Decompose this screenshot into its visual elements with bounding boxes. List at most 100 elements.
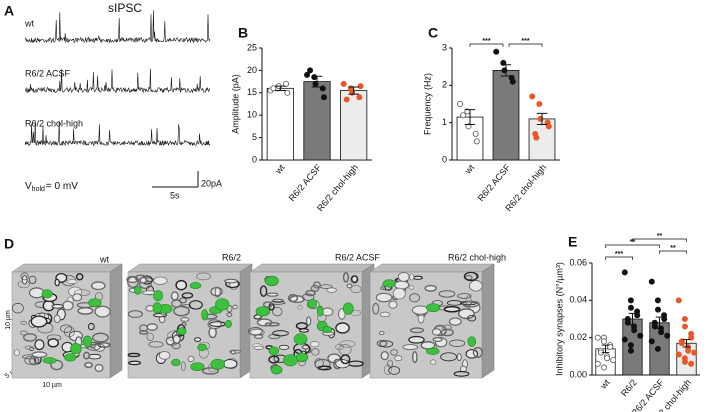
texture	[268, 333, 281, 340]
error-bar	[348, 86, 359, 95]
texture	[375, 292, 393, 303]
data-point	[509, 78, 516, 85]
texture	[146, 332, 154, 341]
synapse	[316, 305, 324, 317]
synapse	[342, 302, 354, 315]
texture	[148, 341, 164, 348]
data-point	[320, 94, 327, 101]
data-point	[460, 112, 467, 119]
texture	[310, 284, 320, 292]
row-label: R6/2 chol-high	[25, 118, 83, 128]
texture	[62, 300, 74, 311]
texture	[440, 328, 454, 337]
texture	[372, 302, 380, 315]
volume-side	[109, 263, 123, 379]
texture	[412, 351, 418, 364]
texture	[266, 292, 279, 297]
data-point	[634, 312, 641, 319]
texture	[253, 345, 265, 350]
texture	[317, 365, 332, 371]
texture	[20, 320, 27, 325]
y-tick-label: 5	[252, 132, 257, 142]
holding-potential: Vhold= 0 mV	[25, 181, 78, 193]
texture	[430, 359, 437, 365]
synapse	[153, 290, 164, 302]
texture	[90, 281, 106, 291]
texture	[247, 326, 263, 336]
y-tick-label: 1	[442, 117, 447, 127]
texture	[287, 294, 299, 303]
row-label: wt	[24, 18, 34, 28]
texture	[188, 300, 203, 310]
texture	[457, 293, 472, 299]
data-point	[356, 94, 363, 101]
error-bar	[536, 112, 548, 126]
texture	[305, 289, 316, 297]
axis-label: 10 µm	[42, 382, 62, 389]
texture	[24, 355, 37, 365]
x-tick-label: wt	[462, 162, 476, 176]
synapse	[215, 298, 230, 311]
texture	[467, 314, 477, 322]
texture	[272, 298, 284, 303]
y-tick-label: 0	[442, 154, 447, 164]
data-point	[472, 130, 479, 137]
synapse	[426, 303, 441, 313]
texture	[24, 345, 34, 350]
texture	[472, 346, 483, 359]
texture	[72, 293, 83, 302]
significance-bracket	[605, 244, 660, 248]
texture	[13, 349, 20, 356]
texture	[196, 272, 211, 281]
synapse	[41, 289, 53, 299]
texture	[424, 284, 437, 292]
texture	[66, 279, 78, 284]
data-point	[654, 345, 661, 352]
texture	[299, 328, 310, 333]
data-point	[340, 80, 347, 87]
texture	[179, 297, 187, 304]
y-tick-label: 10	[247, 110, 257, 120]
texture	[394, 355, 403, 362]
texture	[440, 352, 458, 362]
texture	[379, 311, 391, 318]
texture	[60, 324, 73, 333]
data-point	[682, 323, 689, 330]
synapse	[293, 333, 308, 345]
texture	[87, 322, 95, 331]
texture	[224, 278, 238, 284]
texture	[187, 355, 195, 363]
data-point	[500, 59, 507, 66]
y-axis-label: Frequency (Hz)	[422, 73, 432, 135]
data-point	[648, 278, 655, 285]
significance-bracket	[605, 256, 633, 260]
data-point	[536, 101, 543, 108]
texture	[158, 351, 171, 360]
bar	[340, 90, 368, 161]
y-tick-label: 0.02	[569, 332, 587, 342]
texture	[264, 322, 280, 327]
synapse	[426, 347, 440, 355]
texture	[411, 305, 429, 315]
texture	[342, 272, 350, 283]
texture	[339, 340, 356, 348]
texture	[326, 287, 337, 293]
synapse	[264, 275, 279, 287]
error-bar	[655, 316, 664, 329]
texture	[432, 337, 443, 343]
texture	[448, 317, 462, 326]
texture	[77, 306, 94, 315]
data-point	[651, 323, 658, 330]
panel-label: E	[568, 234, 577, 250]
texture	[173, 305, 190, 317]
texture	[172, 334, 181, 345]
texture	[94, 305, 111, 318]
data-point	[529, 93, 536, 100]
data-point	[628, 347, 635, 354]
data-point	[688, 360, 695, 367]
bar	[266, 87, 294, 161]
synapse	[268, 346, 280, 356]
data-point	[658, 329, 665, 336]
volume-top	[11, 263, 123, 273]
data-point	[607, 343, 614, 350]
